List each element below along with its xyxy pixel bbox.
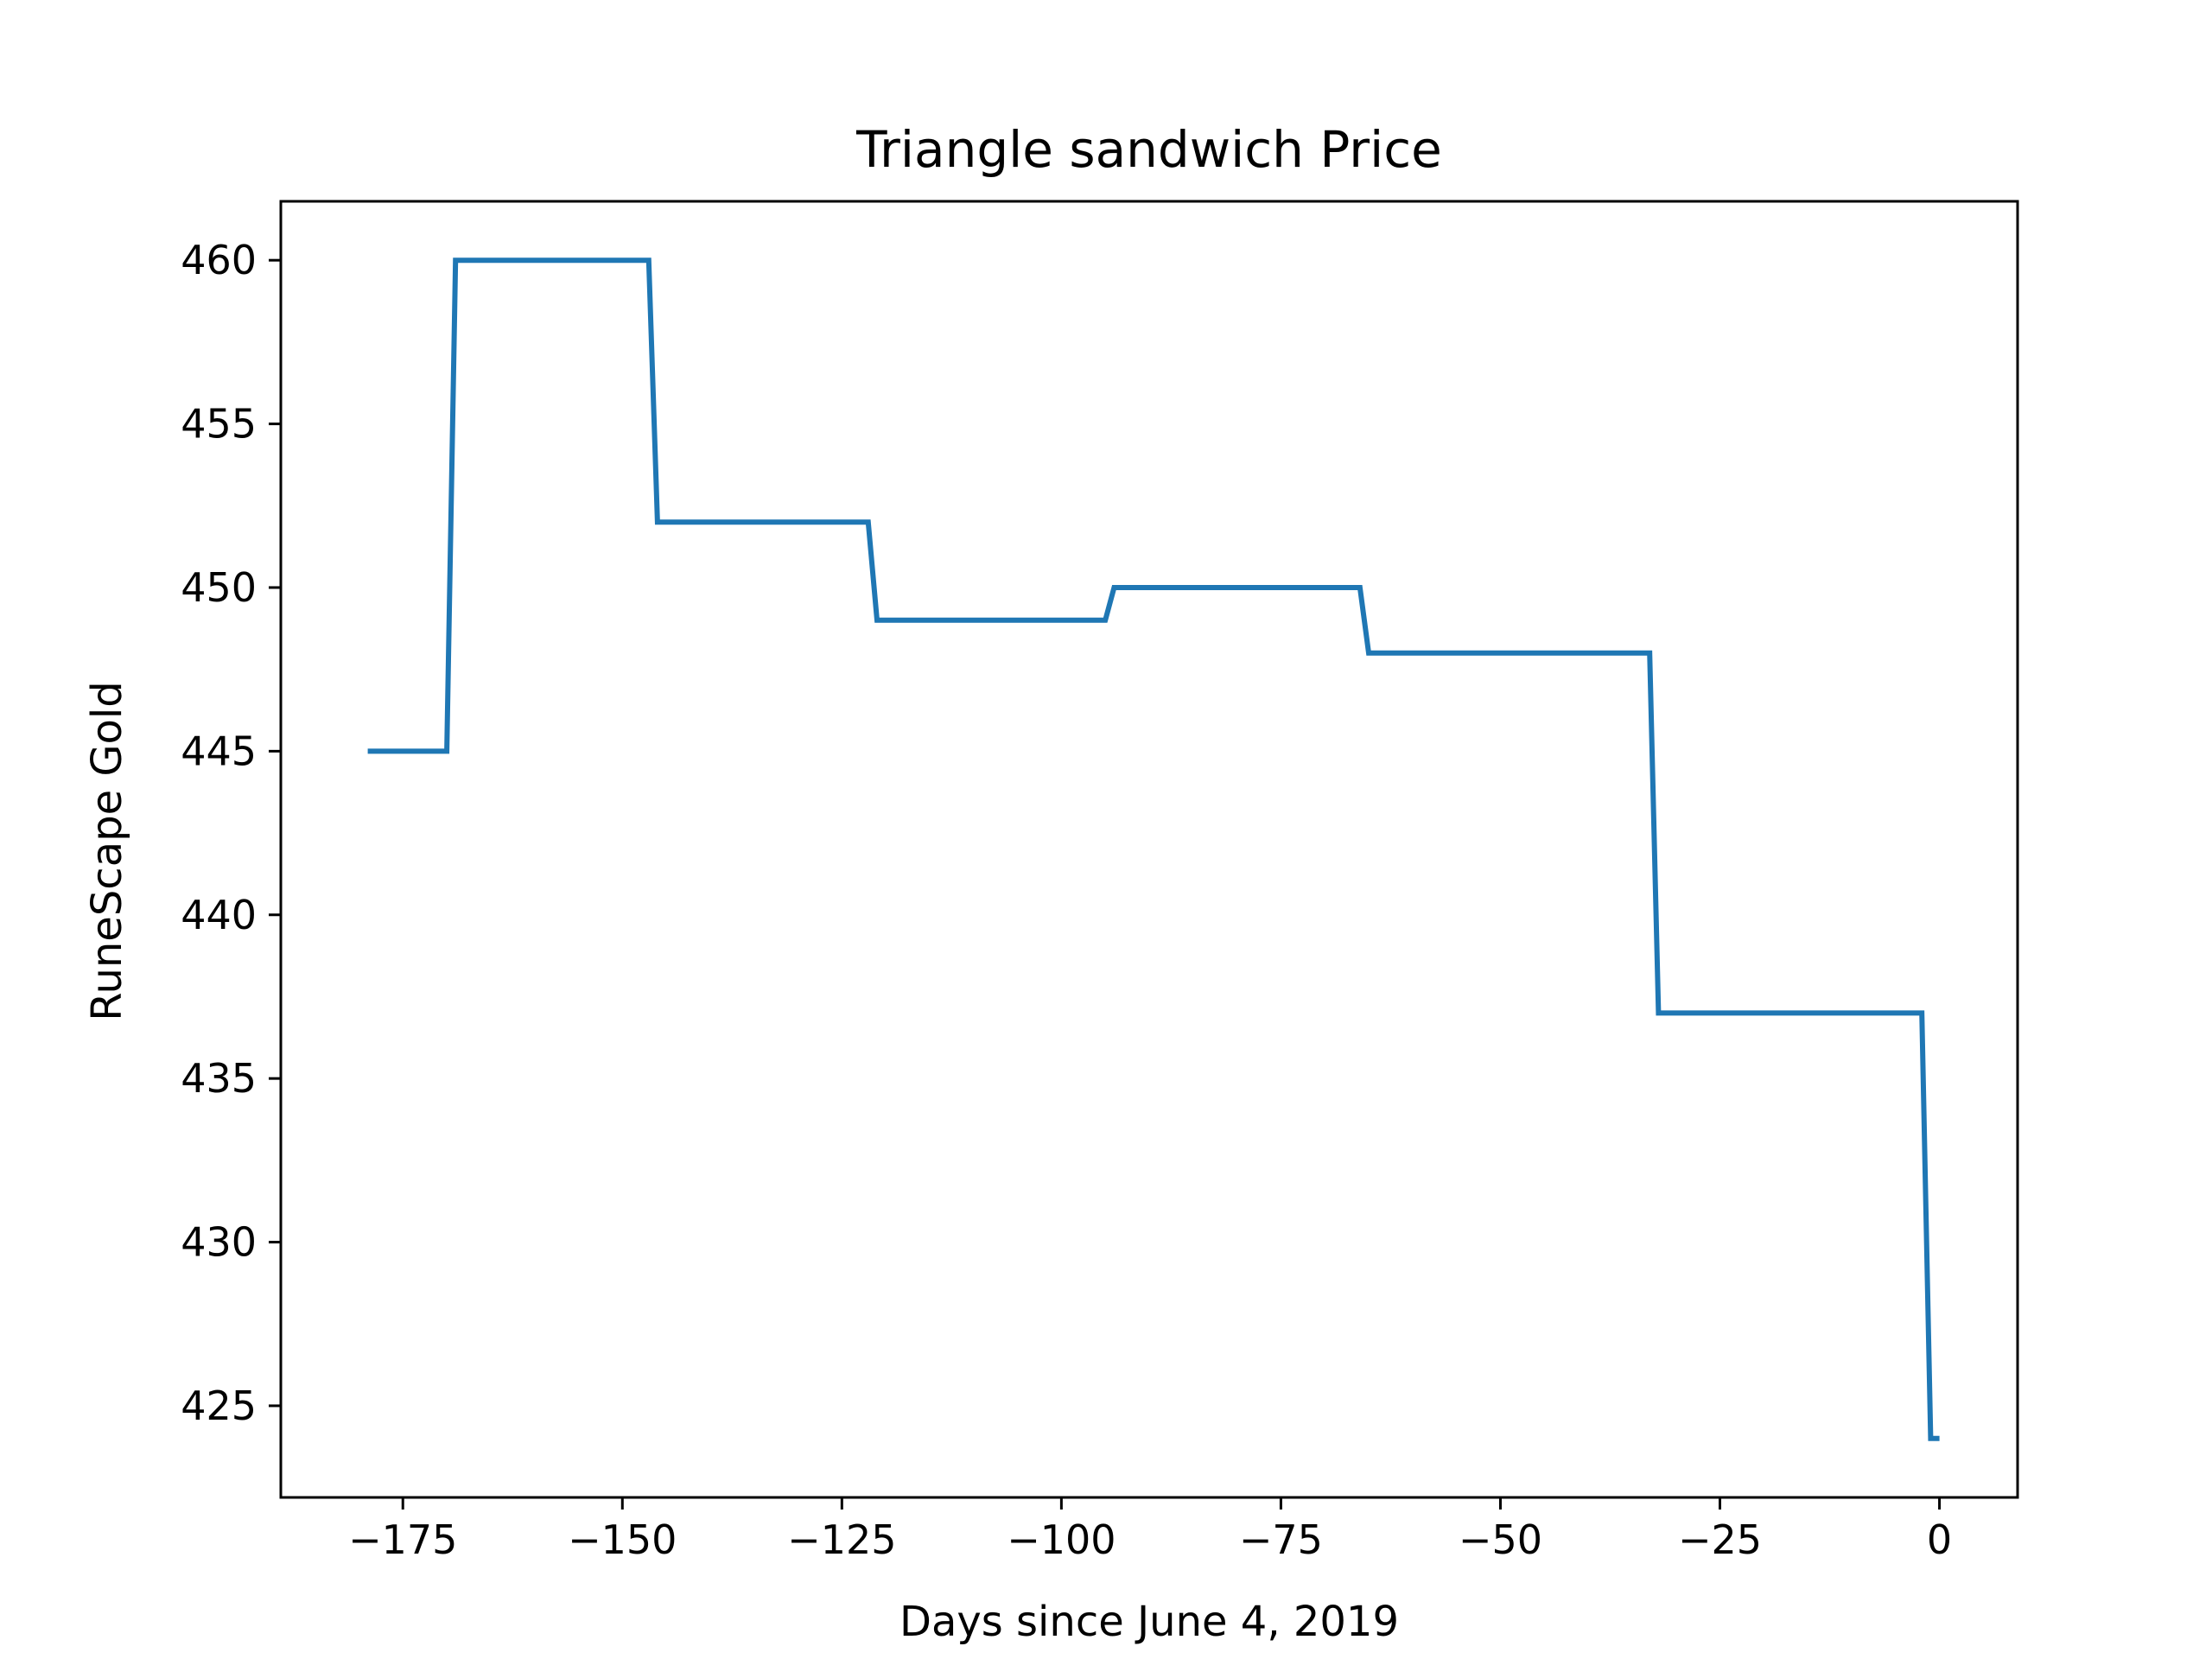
- chart-title: Triangle sandwich Price: [855, 120, 1442, 179]
- y-tick-label: 450: [181, 564, 257, 611]
- series-line-0: [367, 257, 1940, 1441]
- x-tick-label: −150: [568, 1516, 677, 1563]
- plot-area: [367, 257, 1940, 1441]
- plot-frame: [279, 200, 2019, 1499]
- x-tick-label: −175: [348, 1516, 457, 1563]
- y-tick-label: 435: [181, 1055, 257, 1102]
- x-tick-label: 0: [1927, 1516, 1952, 1563]
- x-tick-label: −25: [1678, 1516, 1762, 1563]
- y-tick-label: 455: [181, 401, 257, 448]
- y-tick-label: 460: [181, 237, 257, 283]
- x-axis-label: Days since June 4, 2019: [899, 1598, 1399, 1646]
- x-tick-label: −50: [1459, 1516, 1542, 1563]
- y-tick-label: 425: [181, 1382, 257, 1429]
- y-tick-label: 440: [181, 892, 257, 938]
- x-tick-label: −125: [787, 1516, 896, 1563]
- y-axis-label: RuneScape Gold: [83, 681, 131, 1020]
- y-tick-label: 430: [181, 1219, 257, 1266]
- y-axis-ticks: 425 430 435 440 445 450 455 460: [181, 237, 281, 1429]
- x-tick-label: −100: [1007, 1516, 1116, 1563]
- x-axis-ticks: −175 −150 −125 −100 −75 −50 −25 0: [348, 1497, 1952, 1563]
- y-tick-label: 445: [181, 728, 257, 774]
- x-tick-label: −75: [1239, 1516, 1323, 1563]
